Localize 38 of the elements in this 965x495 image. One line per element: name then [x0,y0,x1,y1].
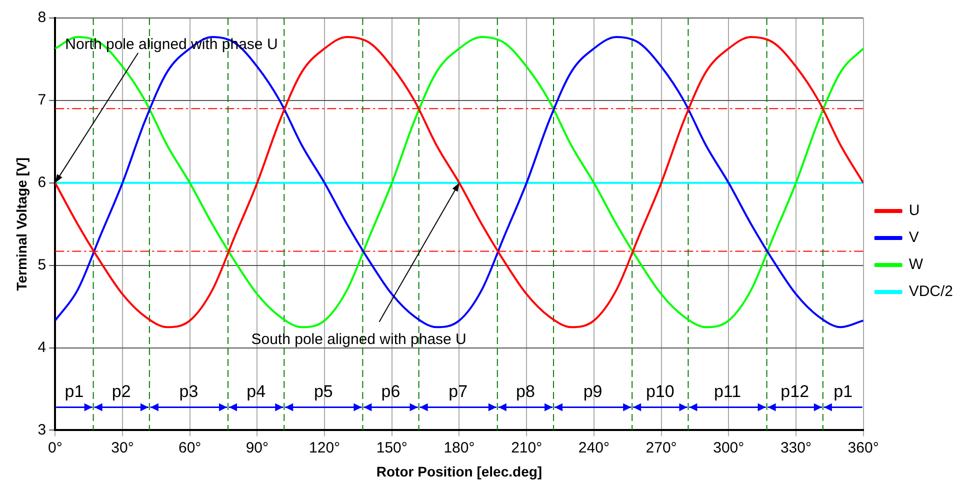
x-tick-label: 180° [444,439,475,456]
y-tick-label: 8 [38,9,46,26]
x-tick-label: 240° [578,439,610,456]
y-tick-label: 7 [38,92,46,109]
x-tick-label: 30° [111,439,134,456]
x-tick-label: 330° [780,439,812,456]
y-tick-label: 3 [38,421,46,438]
x-tick-label: 120° [309,439,340,456]
x-tick-label: 150° [376,439,408,456]
annotation: p1 [64,382,84,402]
annotation: p6 [381,382,400,402]
legend-label: VDC/2 [908,283,954,300]
annotation: p3 [179,382,198,402]
x-tick-label: 360° [848,439,879,456]
y-tick-label: 4 [38,338,46,356]
y-tick-label: 5 [38,256,46,274]
legend-label: W [908,256,924,274]
y-tick-label: 6 [38,174,46,192]
annotation: p8 [516,382,535,402]
legend-label: V [908,229,919,246]
y-axis-title: Terminal Voltage [V] [13,157,30,291]
x-tick-label: 90° [246,439,269,456]
annotation: p9 [583,382,602,402]
annotation: p12 [780,382,810,402]
x-tick-label: 270° [646,439,677,456]
x-tick-label: 210° [511,439,542,456]
annotation: p10 [646,382,674,402]
x-tick-label: 0° [48,439,62,456]
annotation: p1 [834,382,853,402]
legend-label: U [908,202,920,220]
annotation: p11 [714,382,742,402]
annotation: p4 [246,382,266,402]
annotation: p5 [314,382,333,402]
x-tick-label: 300° [713,439,744,456]
x-axis-title: Rotor Position [elec.deg] [376,463,542,480]
annotation: p2 [112,382,131,402]
annotation: p7 [448,382,468,402]
x-tick-label: 60° [178,439,202,456]
